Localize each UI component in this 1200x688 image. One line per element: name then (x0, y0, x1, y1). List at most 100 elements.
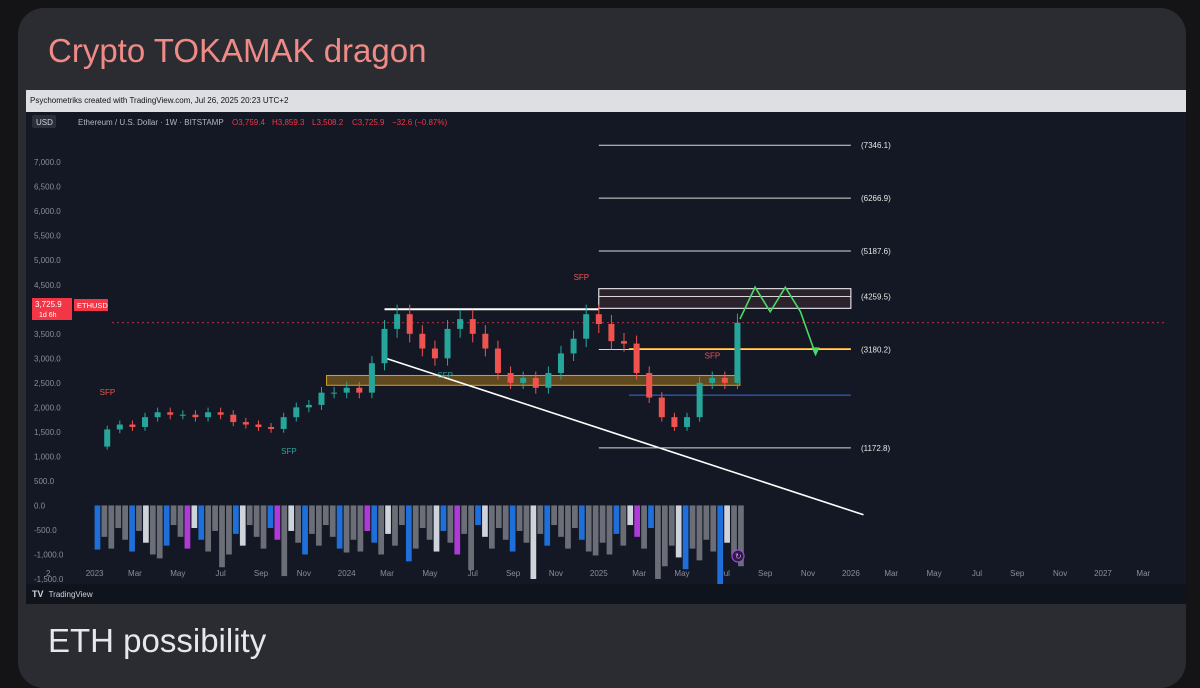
volume-bar (94, 505, 101, 550)
volume-bar (232, 505, 239, 534)
fib-level-label: (1172.8) (861, 444, 891, 453)
candle-body (293, 407, 300, 418)
volume-bar (405, 505, 412, 562)
candle-body (318, 392, 325, 405)
candle-body (595, 314, 602, 324)
volume-bar (565, 505, 571, 549)
x-tick-label: Nov (1053, 569, 1067, 578)
x-tick-label: 2027 (1094, 569, 1112, 578)
volume-bar (108, 505, 115, 549)
currency-badge-bg[interactable] (32, 115, 56, 128)
volume-bar (682, 505, 689, 570)
ticker-tag-bg (74, 299, 108, 311)
x-tick-label: Sep (758, 569, 773, 578)
candle-body (507, 373, 514, 383)
volume-bar (274, 505, 281, 540)
volume-bar (156, 505, 163, 559)
volume-bar (724, 505, 730, 543)
volume-bar (461, 505, 468, 534)
volume-bar (426, 505, 433, 540)
candle-body (331, 392, 338, 394)
candle-body (444, 328, 451, 359)
volume-bar (184, 505, 191, 549)
candle-body (532, 377, 539, 388)
candle-body (696, 382, 703, 418)
x-tick-label: Nov (549, 569, 563, 578)
x-tick-label: Mar (884, 569, 898, 578)
volume-bar (509, 505, 516, 552)
candle-body (268, 426, 275, 429)
volume-bar (226, 505, 232, 555)
volume-bar (136, 505, 142, 531)
volume-bar (343, 505, 350, 553)
candle-body (167, 412, 174, 415)
volume-bar (419, 505, 426, 528)
volume-bar (281, 505, 288, 577)
chart-plot: 7,000.0 6,500.0 6,000.0 5,500.0 5,000.0 4,500… (26, 112, 1186, 588)
fib-level-label: (6266.9) (861, 194, 891, 203)
volume-bar (322, 505, 329, 526)
y-tick-label: 5,000.0 (34, 256, 61, 265)
candle-body (217, 412, 224, 415)
volume-bar (364, 505, 371, 531)
currency-badge[interactable]: USD (36, 118, 53, 127)
volume-bar (205, 505, 212, 552)
x-tick-label: Nov (297, 569, 311, 578)
x-tick-label: Mar (1136, 569, 1150, 578)
sfp-label: SFP (705, 351, 721, 360)
x-tick-label: Sep (506, 569, 521, 578)
candle-body (154, 412, 161, 418)
candle-body (621, 341, 627, 344)
volume-bar (502, 505, 509, 540)
volume-bar (454, 505, 461, 555)
candle-body (608, 323, 615, 342)
candle-body (583, 314, 590, 339)
tradingview-logo-icon: TV (32, 589, 44, 599)
volume-bar (585, 505, 592, 552)
event-marker-icon[interactable] (731, 549, 745, 563)
corner-label: 2 (46, 569, 51, 578)
volume-bar (537, 505, 544, 534)
ohlc-open: O3,759.4 (232, 118, 265, 127)
volume-bar (675, 505, 682, 558)
x-tick-label: Jul (468, 569, 478, 578)
volume-bar (219, 505, 225, 568)
candle-body (205, 412, 212, 418)
volume-bar (163, 505, 170, 546)
volume-bar (385, 505, 391, 534)
x-tick-label: Mar (632, 569, 646, 578)
fib-level-label: (5187.6) (861, 247, 891, 256)
ohlc-close: C3,725.9 (352, 118, 385, 127)
candle-body (104, 429, 111, 447)
x-tick-label: 2024 (338, 569, 356, 578)
candle-body (494, 348, 501, 374)
price-tag-countdown: 1d 6h (39, 312, 57, 319)
y-tick-label: 4,500.0 (34, 281, 61, 290)
candle-body (557, 353, 564, 374)
volume-bar (578, 505, 585, 540)
candle-body (192, 414, 199, 418)
chart-credit: Psychometriks created with TradingView.c… (26, 90, 1186, 112)
x-tick-label: May (170, 569, 185, 578)
volume-bar (267, 505, 274, 528)
volume-bar (627, 505, 634, 526)
volume-bar (412, 505, 419, 549)
candle-body (406, 314, 413, 334)
volume-bar (620, 505, 627, 546)
volume-bar (329, 505, 336, 537)
volume-bar (357, 505, 364, 552)
ohlc-change: −32.6 (−0.87%) (392, 118, 447, 127)
volume-bar (143, 505, 149, 543)
volume-bar (440, 505, 447, 531)
candle-body (633, 343, 640, 374)
candle-body (343, 387, 350, 393)
y-tick-label: 7,000.0 (34, 158, 61, 167)
volume-bar (239, 505, 246, 546)
volume-bar (378, 505, 385, 555)
volume-bar (703, 505, 710, 540)
volume-bar (689, 505, 696, 549)
volume-bar (495, 505, 502, 528)
candle-body (179, 414, 186, 416)
x-tick-label: Sep (1010, 569, 1025, 578)
candle-body (242, 422, 249, 425)
